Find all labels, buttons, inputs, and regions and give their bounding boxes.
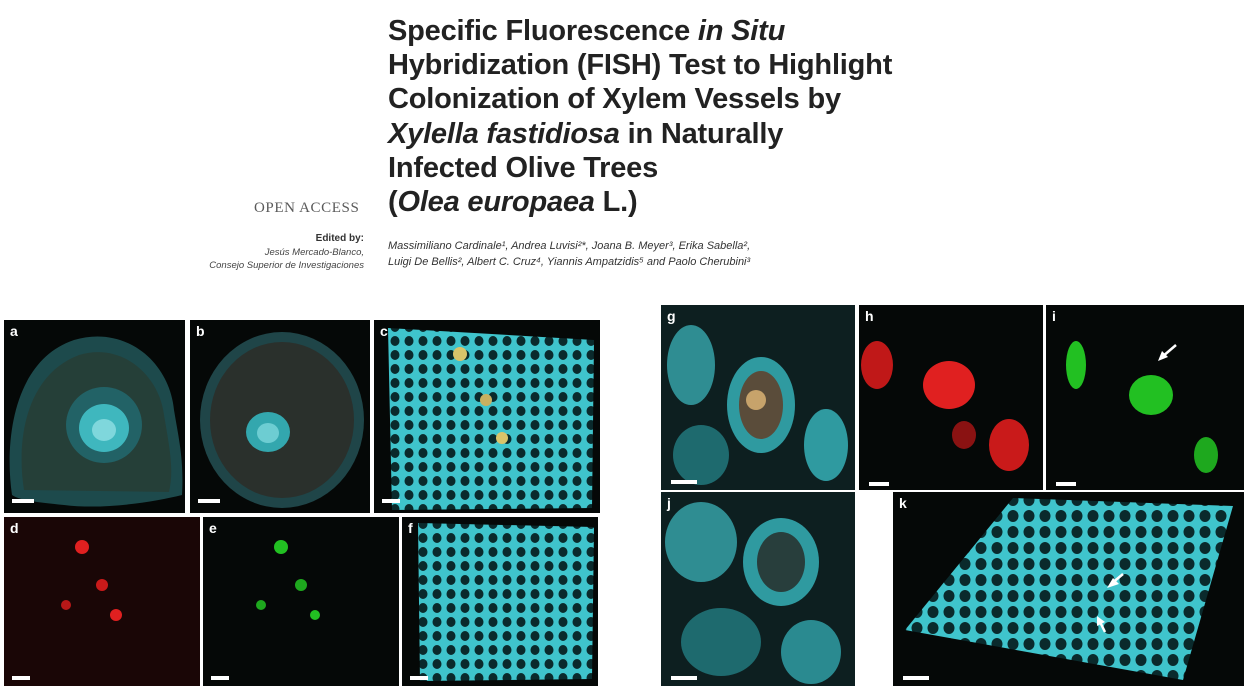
scale-bar: [903, 676, 929, 680]
title-line-1: Specific Fluorescence in Situ: [388, 15, 786, 47]
scale-bar: [211, 676, 229, 680]
article-title: Specific Fluorescence in Situ Hybridizat…: [388, 14, 988, 219]
editor-affiliation: Consejo Superior de Investigaciones: [209, 260, 364, 271]
scale-bar: [671, 676, 697, 680]
panel-label: c: [380, 323, 388, 339]
panel-label: h: [865, 308, 874, 324]
figure-panel-e: e: [203, 517, 399, 686]
title-line-4: Xylella fastidiosa in Naturally: [388, 117, 784, 150]
panel-label: k: [899, 495, 907, 511]
edited-by-label: Edited by:: [315, 233, 364, 244]
scale-bar: [1056, 482, 1076, 486]
open-access-label: OPEN ACCESS: [254, 200, 360, 216]
figure-panel-d: d: [4, 517, 200, 686]
scale-bar: [410, 676, 428, 680]
title-line-5: Infected Olive Trees: [388, 151, 659, 184]
panel-label: b: [196, 323, 205, 339]
panel-label: i: [1052, 308, 1056, 324]
panel-label: d: [10, 520, 19, 536]
authors-line-2: Luigi De Bellis², Albert C. Cruz⁴, Yiann…: [388, 256, 751, 268]
panel-label: f: [408, 520, 413, 536]
scale-bar: [869, 482, 889, 486]
figure-panel-a: a: [4, 320, 185, 513]
panel-label: a: [10, 323, 18, 339]
authors-line-1: Massimiliano Cardinale¹, Andrea Luvisi²*…: [388, 240, 751, 252]
panel-label: e: [209, 520, 217, 536]
title-line-6: (Olea europaea L.): [388, 186, 638, 219]
panel-label: g: [667, 308, 676, 324]
figure-panel-h: h: [859, 305, 1043, 490]
figure-panel-j: j: [661, 492, 855, 686]
panel-label: j: [667, 495, 671, 511]
title-line-2: Hybridization (FISH) Test to Highlight: [388, 49, 893, 82]
figure-panel-k: k: [893, 492, 1244, 686]
figure-panel-i: i: [1046, 305, 1244, 490]
scale-bar: [12, 676, 30, 680]
author-list: Massimiliano Cardinale¹, Andrea Luvisi²*…: [388, 238, 750, 270]
scale-bar: [12, 499, 34, 503]
figure-panel-c: c: [374, 320, 600, 513]
scale-bar: [382, 499, 400, 503]
figure-panel-f: f: [402, 517, 598, 686]
title-line-3: Colonization of Xylem Vessels by: [388, 83, 841, 116]
scale-bar: [198, 499, 220, 503]
editor-name: Jesús Mercado-Blanco,: [264, 246, 364, 258]
figure-panel-b: b: [190, 320, 370, 513]
figure-panel-g: g: [661, 305, 855, 490]
scale-bar: [671, 480, 697, 484]
editor-block: Edited by: Jesús Mercado-Blanco, Consejo…: [209, 232, 364, 273]
